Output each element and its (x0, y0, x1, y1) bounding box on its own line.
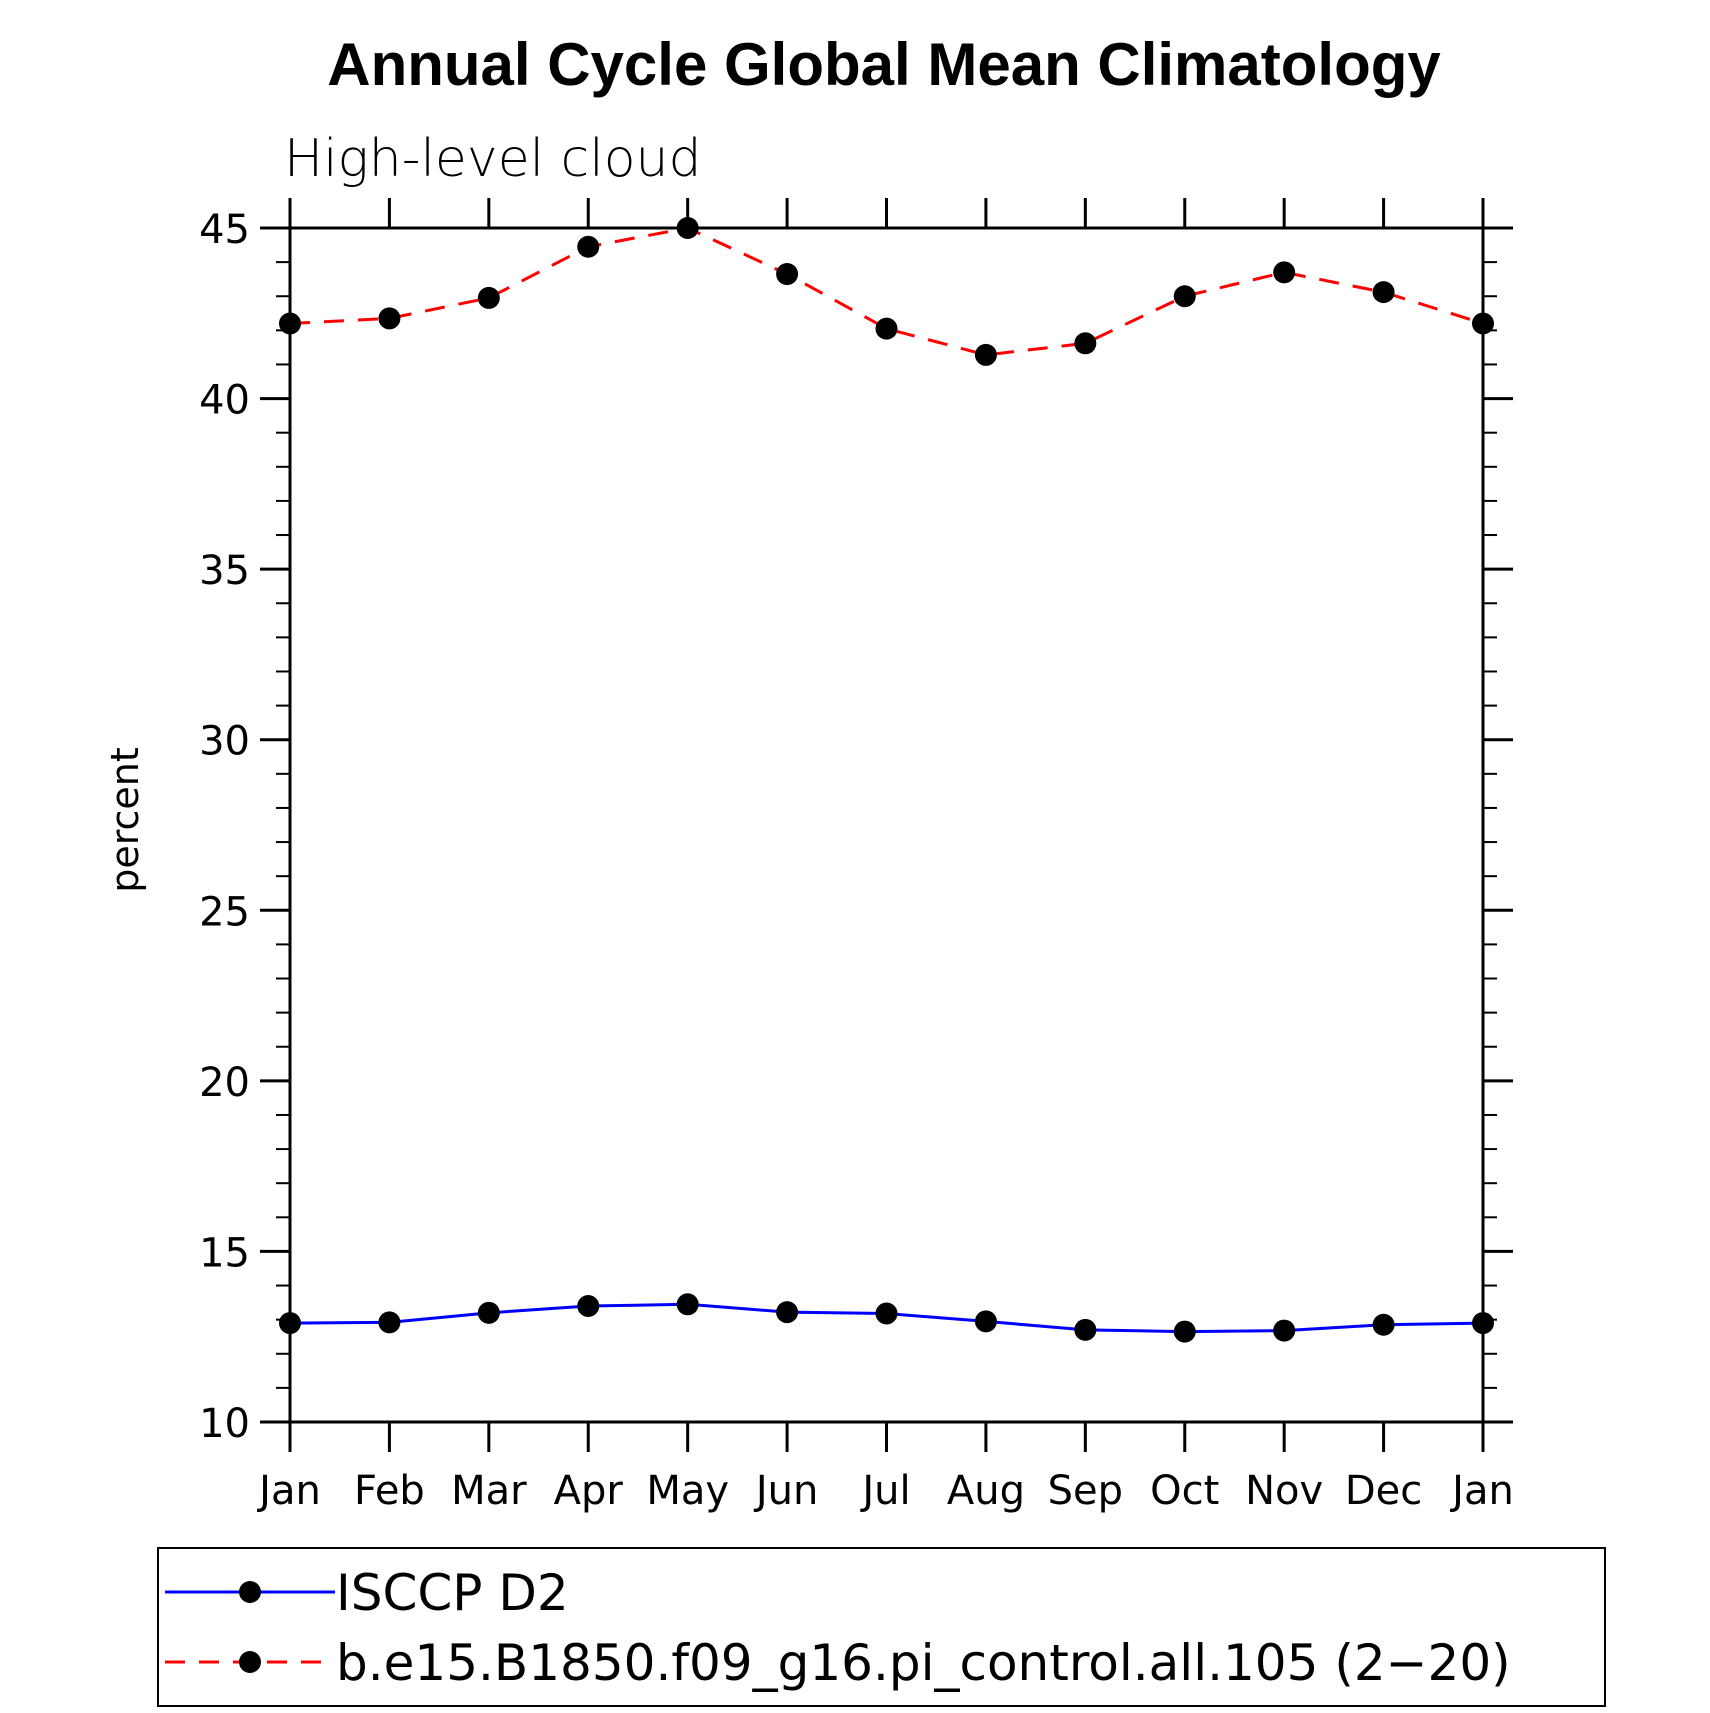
data-point (477, 1301, 500, 1324)
x-tick-label: Nov (1245, 1468, 1323, 1514)
legend-marker-isccp (239, 1581, 261, 1603)
data-point (279, 1312, 301, 1335)
data-point (875, 317, 898, 340)
legend-box (157, 1547, 1606, 1707)
x-tick-labels: Jan Feb Mar Apr May Jun Jul Aug Sep Oct Nov Dec Jan (256, 1468, 1514, 1514)
plot-axes (260, 198, 1513, 1452)
y-tick-label: 35 (199, 548, 250, 594)
chart-subtitle: High-level cloud (284, 129, 701, 189)
data-point (1372, 281, 1395, 304)
y-tick-label: 20 (199, 1060, 250, 1106)
y-tick-label: 25 (199, 889, 250, 935)
data-point (1074, 1318, 1097, 1341)
x-tick-label: Feb (354, 1468, 425, 1514)
x-tick-label: Sep (1048, 1468, 1123, 1514)
data-point (776, 1301, 799, 1324)
data-point (676, 217, 699, 239)
x-tick-label: Dec (1345, 1468, 1422, 1514)
data-point (776, 263, 799, 286)
y-tick-label: 10 (199, 1401, 250, 1447)
data-point (1273, 1319, 1296, 1342)
series-1 (279, 217, 1494, 366)
y-tick-label: 45 (199, 207, 250, 253)
plot-frame (288, 226, 1485, 1424)
x-tick-label: May (646, 1468, 729, 1514)
data-point (1472, 1312, 1494, 1335)
x-tick-label: Jan (256, 1468, 321, 1514)
data-point (1273, 261, 1296, 284)
data-point (378, 307, 401, 330)
y-tick-label: 40 (199, 378, 250, 424)
data-point (279, 312, 301, 335)
y-tick-label: 30 (199, 719, 250, 765)
x-tick-label: Oct (1150, 1468, 1219, 1514)
data-point (875, 1302, 898, 1325)
x-tick-label: Jul (859, 1468, 910, 1514)
x-tick-label: Aug (947, 1468, 1025, 1514)
x-tick-label: Jan (1449, 1468, 1514, 1514)
data-point (378, 1311, 401, 1334)
data-point (676, 1293, 699, 1316)
x-tick-label: Mar (451, 1468, 527, 1514)
x-tick-label: Apr (554, 1468, 624, 1514)
data-point (974, 1310, 997, 1333)
data-point (1173, 1320, 1196, 1343)
series-layer (279, 217, 1494, 1343)
data-point (1074, 332, 1097, 355)
legend-label-model: b.e15.B1850.f09_g16.pi_control.all.105 (… (336, 1634, 1511, 1692)
x-tick-label: Jun (753, 1468, 819, 1514)
legend-marker-model (239, 1651, 261, 1673)
y-axis-label: percent (103, 747, 147, 893)
legend-label-isccp: ISCCP D2 (336, 1564, 569, 1622)
data-point (577, 235, 600, 258)
chart-title: Annual Cycle Global Mean Climatology (327, 31, 1441, 98)
data-point (477, 286, 500, 309)
data-point (1173, 285, 1196, 308)
series-0 (279, 1293, 1494, 1343)
data-point (1472, 312, 1494, 335)
y-tick-label: 15 (199, 1230, 250, 1276)
data-point (974, 343, 997, 366)
data-point (1372, 1313, 1395, 1336)
data-point (577, 1295, 600, 1318)
y-tick-labels: 10 15 20 25 30 35 40 45 (199, 207, 250, 1447)
legend: ISCCP D2 b.e15.B1850.f09_g16.pi_control.… (157, 1547, 1606, 1707)
